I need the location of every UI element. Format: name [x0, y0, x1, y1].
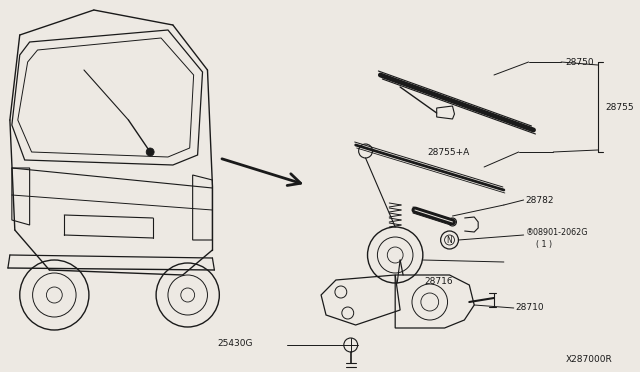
- Text: ®08901-2062G: ®08901-2062G: [525, 228, 588, 237]
- Text: 28782: 28782: [525, 196, 554, 205]
- Text: 28716: 28716: [425, 278, 454, 286]
- Text: 25430G: 25430G: [218, 340, 253, 349]
- Text: 28710: 28710: [516, 302, 545, 311]
- Text: ( 1 ): ( 1 ): [536, 240, 552, 248]
- Text: 28750: 28750: [565, 58, 594, 67]
- Text: 28755+A: 28755+A: [427, 148, 469, 157]
- Text: N: N: [447, 235, 452, 244]
- Circle shape: [146, 148, 154, 156]
- Text: X287000R: X287000R: [566, 356, 612, 365]
- Text: 28755: 28755: [605, 103, 634, 112]
